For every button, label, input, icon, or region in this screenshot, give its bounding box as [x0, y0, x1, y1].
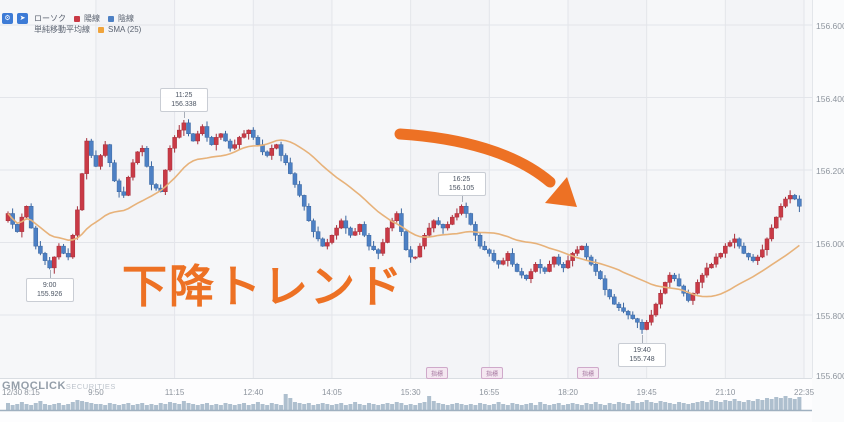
broker-logo-subtext: SECURITIES: [65, 382, 116, 391]
legend-sma-label: SMA (25): [108, 25, 142, 34]
callout-time: 9:00: [42, 282, 57, 290]
time-axis-label: 12/30 8:15: [2, 388, 40, 397]
downtrend-annotation: 下降トレンド: [122, 261, 405, 312]
economic-indicator-badge[interactable]: 指標: [577, 367, 599, 379]
time-axis-label: 18:20: [557, 388, 578, 397]
price-axis-label: 156.400: [816, 93, 844, 104]
time-axis-label: 21:10: [715, 388, 736, 397]
callout-time: 11:25: [175, 91, 193, 99]
legend-candlestick-label: ローソク: [34, 14, 66, 23]
chart-legend: ⚙ ➤ ローソク 陽線 陰線 単純移動平均線 SMA (25): [2, 13, 141, 35]
candles-layer: [5, 119, 802, 334]
price-axis-label: 156.600: [816, 21, 844, 31]
time-axis-label: 11:15: [164, 388, 185, 397]
bearish-swatch: [108, 15, 114, 22]
time-axis-label: 12:40: [243, 388, 264, 397]
price-axis-label: 155.600: [816, 371, 844, 381]
economic-indicator-badge[interactable]: 指標: [481, 367, 503, 379]
price-callout: 16:25 156.105: [437, 172, 486, 197]
time-axis-label: 15:30: [400, 388, 421, 397]
collapse-legend-icon[interactable]: ➤: [17, 13, 28, 24]
legend-sma-series-label: 単純移動平均線: [34, 25, 90, 34]
price-axis-label: 156.200: [816, 166, 844, 176]
column-bands: [0, 0, 812, 378]
callout-connector: [183, 109, 185, 118]
legend-bearish-label: 陰線: [118, 14, 134, 23]
callout-connector: [642, 334, 644, 343]
sma-swatch: [98, 26, 104, 33]
time-axis-label: 16:55: [479, 388, 500, 397]
time-axis-label: 9:50: [88, 388, 104, 397]
broker-watermark: GMOCLICKSECURITIES: [2, 376, 116, 394]
volume-bars: [6, 394, 802, 410]
callout-time: 16:25: [452, 176, 471, 184]
price-callout: 9:00 155.926: [25, 278, 74, 303]
callout-time: 19:40: [633, 346, 651, 354]
price-callout: 19:40 155.748: [618, 342, 667, 367]
price-axis-label: 156.000: [816, 238, 844, 249]
economic-indicator-badge[interactable]: 指標: [426, 367, 448, 379]
broker-logo-text: GMOCLICK: [2, 380, 66, 392]
time-axis-label: 22:35: [794, 388, 815, 397]
callout-price: 155.926: [36, 291, 63, 299]
gridlines: [0, 0, 812, 378]
sma-line: [7, 139, 800, 298]
downtrend-arrow: [394, 128, 577, 207]
time-axis-label: 14:05: [321, 388, 342, 397]
time-axis-label: 19:45: [636, 388, 657, 397]
price-callout: 11:25 156.338: [159, 87, 208, 112]
price-axis-label: 155.800: [816, 311, 844, 321]
gear-icon[interactable]: ⚙: [2, 13, 13, 24]
callout-price: 156.105: [448, 185, 475, 193]
callout-price: 155.748: [629, 355, 655, 363]
price-axis-strip: [812, 0, 844, 422]
callout-connector: [49, 270, 51, 279]
callout-price: 156.338: [171, 100, 197, 108]
bullish-swatch: [74, 15, 80, 22]
legend-bullish-label: 陽線: [84, 14, 100, 23]
callout-connector: [461, 194, 463, 203]
